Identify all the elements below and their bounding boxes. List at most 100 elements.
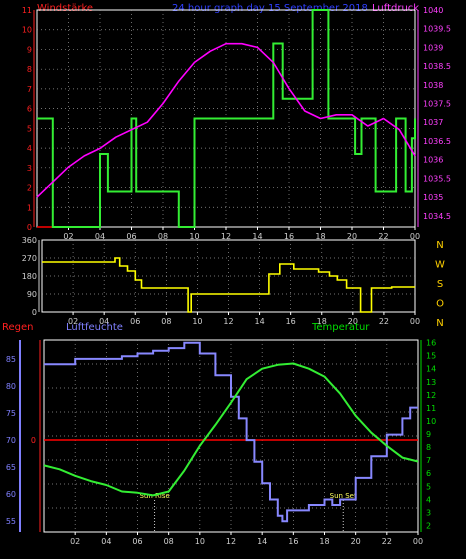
pressure-axis-tick-label: 1035.5 [423,174,451,183]
wind-axis-tick-label: 6 [27,105,32,114]
temperature-axis-tick-label: 11 [426,404,436,413]
pressure-axis-tick-label: 1036.5 [423,137,451,146]
direction-axis-tick-label: 180 [22,272,37,281]
temperature-axis-tick-label: 5 [426,482,431,491]
x-tick-label: 10 [189,232,199,241]
x-tick-label: 08 [158,232,168,241]
sun-event-label: Sun Set [330,492,357,500]
rain-title: Regen [2,322,34,333]
x-tick-label: 16 [284,232,294,241]
direction-axis-tick-label: 360 [22,236,37,245]
pressure-series-line [36,42,416,198]
temperature-axis-tick-label: 16 [426,339,436,348]
x-tick-label: 04 [95,232,105,241]
humidity-axis-tick-label: 75 [6,409,16,418]
wind-axis-tick-label: 7 [27,85,32,94]
x-tick-label: 16 [286,317,296,326]
wind-axis-tick-label: 10 [22,26,32,35]
x-tick-label: 06 [126,232,136,241]
temperature-series-line [43,362,419,497]
wind-axis-tick-label: 5 [27,124,32,133]
x-tick-label: 22 [379,317,389,326]
direction-axis-tick-label: 90 [27,290,37,299]
x-tick-label: 12 [221,232,231,241]
temperature-axis-tick-label: 7 [426,456,431,465]
temperature-axis-tick-label: 4 [426,495,431,504]
x-tick-label: 02 [70,537,80,546]
x-tick-label: 20 [348,317,358,326]
humidity-axis-tick-label: 55 [6,517,16,526]
compass-label: N [436,318,443,329]
wind-axis-tick-label: 2 [27,184,32,193]
x-tick-label: 18 [319,537,329,546]
humidity-series-line [44,341,418,523]
wind-direction-series-line [42,257,415,313]
x-tick-label: 18 [315,232,325,241]
temperature-axis-tick-label: 2 [426,521,431,530]
x-tick-label: 20 [347,232,357,241]
pressure-axis-tick-label: 1036 [423,156,443,165]
humidity-title: Luftfeuchte [66,322,123,333]
x-tick-label: 08 [161,317,171,326]
compass-label: W [435,260,445,271]
wind-pressure-panel: 012345678910111034.510351035.510361036.5… [22,6,451,241]
pressure-axis-tick-label: 1034.5 [423,212,451,221]
rain-axis-tick-label: 0 [31,436,36,445]
pressure-title: Luftdruck [372,3,419,14]
humidity-axis-tick-label: 70 [6,436,16,445]
x-tick-label: 00 [413,537,423,546]
temperature-axis-tick-label: 14 [426,365,436,374]
humidity-axis-tick-label: 60 [6,490,16,499]
temperature-axis-tick-label: 10 [426,417,436,426]
temperature-axis-tick-label: 9 [426,430,431,439]
direction-axis-tick-label: 270 [22,254,37,263]
x-tick-label: 14 [254,317,264,326]
wind-speed-series-line [37,9,416,228]
x-tick-label: 10 [195,537,205,546]
temperature-axis-tick-label: 13 [426,378,436,387]
wind-axis-tick-label: 4 [27,144,32,153]
wind-axis-tick-label: 3 [27,164,32,173]
x-tick-label: 02 [63,232,73,241]
temperature-axis-tick-label: 6 [426,469,431,478]
temperature-axis-tick-label: 8 [426,443,431,452]
temperature-axis-tick-label: 12 [426,391,436,400]
pressure-axis-tick-label: 1037.5 [423,100,451,109]
pressure-axis-tick-label: 1037 [423,118,443,127]
x-tick-label: 04 [101,537,111,546]
pressure-axis-tick-label: 1035 [423,193,443,202]
pressure-axis-tick-label: 1039.5 [423,25,451,34]
x-tick-label: 16 [288,537,298,546]
x-tick-label: 14 [257,537,267,546]
wind-axis-tick-label: 0 [27,223,32,232]
x-tick-label: 04 [99,317,109,326]
temperature-axis-tick-label: 3 [426,508,431,517]
x-tick-label: 06 [132,537,142,546]
x-tick-label: 02 [68,317,78,326]
humidity-axis-tick-label: 80 [6,382,16,391]
temperature-axis-tick-label: 15 [426,352,436,361]
x-tick-label: 18 [317,317,327,326]
x-tick-label: 22 [382,537,392,546]
x-tick-label: 06 [130,317,140,326]
pressure-axis-tick-label: 1038.5 [423,62,451,71]
wind-axis-tick-label: 1 [27,203,32,212]
wind-axis-tick-label: 11 [22,6,32,15]
x-tick-label: 10 [192,317,202,326]
direction-axis-tick-label: 0 [32,308,37,317]
x-tick-label: 14 [252,232,262,241]
humidity-axis-tick-label: 65 [6,463,16,472]
wind-axis-tick-label: 9 [27,45,32,54]
pressure-axis-tick-label: 1039 [423,43,443,52]
compass-label: N [436,240,443,251]
x-tick-label: 12 [226,537,236,546]
pressure-axis-tick-label: 1040 [423,6,443,15]
wind-title: Windstärke [37,3,93,14]
graph-title: 24 hour graph day 15 September 2018 [172,3,368,14]
x-tick-label: 20 [351,537,361,546]
compass-label: O [436,299,444,310]
x-tick-label: 22 [378,232,388,241]
